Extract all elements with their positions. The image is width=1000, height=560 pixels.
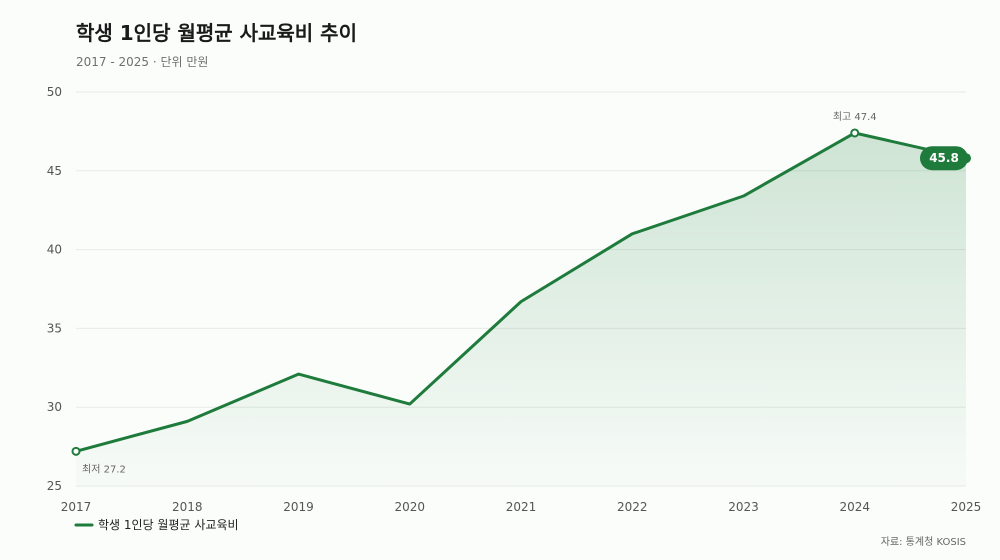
x-tick-label: 2019: [283, 500, 314, 514]
badge-background: [920, 146, 968, 171]
chart-title: 학생 1인당 월평균 사교육비 추이: [76, 21, 357, 45]
min-annotation: 최저 27.2: [82, 463, 126, 475]
x-tick-label: 2017: [61, 500, 92, 514]
y-tick-label: 30: [47, 400, 62, 414]
y-tick-label: 25: [47, 479, 62, 493]
x-tick-label: 2024: [839, 500, 870, 514]
min-point-marker: [71, 446, 81, 456]
x-tick-label: 2023: [728, 500, 759, 514]
last-value-badge: 45.8: [920, 146, 968, 171]
y-tick-label: 50: [47, 85, 62, 99]
x-tick-label: 2022: [617, 500, 648, 514]
max-annotation: 최고 47.4: [833, 111, 877, 123]
source-note: 자료: 통계청 KOSIS: [881, 536, 966, 548]
x-tick-label: 2018: [172, 500, 203, 514]
x-tick-label: 2025: [951, 500, 982, 514]
x-tick-label: 2020: [394, 500, 425, 514]
series-line: [74, 131, 968, 453]
x-axis: 2017 2018 2019 2020 2021 2022 2023 2024 2025: [61, 500, 982, 514]
y-tick-label: 45: [47, 164, 62, 178]
legend: 학생 1인당 월평균 사교육비: [74, 518, 239, 532]
x-tick-label: 2021: [506, 500, 537, 514]
y-axis: 25 30 35 40 45 50: [47, 85, 62, 493]
legend-label: 학생 1인당 월평균 사교육비: [98, 518, 239, 532]
badge-value: 45.8: [929, 151, 959, 165]
y-tick-label: 35: [47, 321, 62, 335]
max-point-marker: [850, 128, 860, 138]
series-area: [76, 132, 966, 486]
chart-subtitle: 2017 - 2025 · 단위 만원: [76, 55, 208, 69]
y-tick-label: 40: [47, 243, 62, 257]
